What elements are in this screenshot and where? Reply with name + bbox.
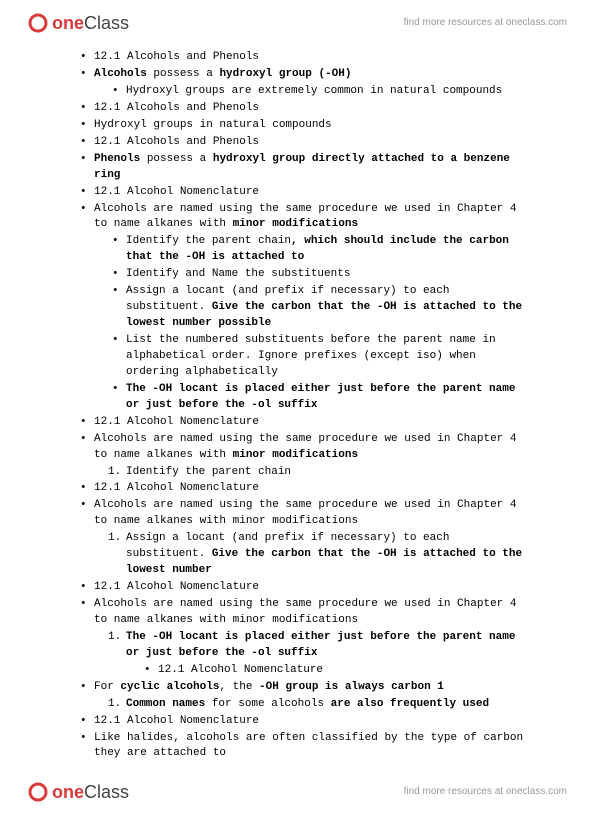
text-run: cyclic alcohols <box>120 681 219 693</box>
logo-icon <box>28 13 48 33</box>
text-run: Common names <box>126 698 205 710</box>
text-run: 12.1 Alcohols and Phenols <box>94 51 259 63</box>
bullet-item: For cyclic alcohols, the -OH group is al… <box>94 680 535 696</box>
text-run: Alcohols are named using the same proced… <box>94 499 516 527</box>
numbered-item: Identify the parent chain <box>126 465 535 481</box>
text-run: Identify the parent chain <box>126 466 291 478</box>
logo-text-1-bottom: one <box>52 779 84 805</box>
bottom-bar: oneClass find more resources at oneclass… <box>0 773 595 815</box>
text-run: 12.1 Alcohol Nomenclature <box>94 715 259 727</box>
text-run: Alcohols are named using the same proced… <box>94 598 516 626</box>
text-run: Identify the parent chain <box>126 235 291 247</box>
bullet-item: Alcohols are named using the same proced… <box>94 498 535 530</box>
bullet-item: Identify the parent chain, which should … <box>126 234 535 266</box>
top-tagline: find more resources at oneclass.com <box>404 16 567 31</box>
text-run: Alcohols <box>94 68 147 80</box>
bullet-item: 12.1 Alcohol Nomenclature <box>94 580 535 596</box>
text-run: 12.1 Alcohol Nomenclature <box>94 416 259 428</box>
text-run: hydroxyl group (-OH) <box>219 68 351 80</box>
bullet-item: Phenols possess a hydroxyl group directl… <box>94 152 535 184</box>
logo-text-1: one <box>52 10 84 36</box>
bullet-item: Assign a locant (and prefix if necessary… <box>126 284 535 332</box>
text-run: The -OH locant is placed either just bef… <box>126 631 515 659</box>
text-run: for some alcohols <box>205 698 330 710</box>
logo-text-2: Class <box>84 10 129 36</box>
bullet-item: Alcohols are named using the same proced… <box>94 202 535 234</box>
numbered-item: Common names for some alcohols are also … <box>126 697 535 713</box>
text-run: List the numbered substituents before th… <box>126 334 496 378</box>
text-run: , the <box>219 681 259 693</box>
logo-icon-bottom <box>28 782 48 802</box>
text-run: 12.1 Alcohol Nomenclature <box>94 581 259 593</box>
bullet-item: List the numbered substituents before th… <box>126 333 535 381</box>
bullet-item: 12.1 Alcohol Nomenclature <box>158 663 535 679</box>
outline-list: 12.1 Alcohols and Phenols Alcohols posses… <box>60 50 535 762</box>
text-run: Like halides, alcohols are often classif… <box>94 732 523 760</box>
bullet-item: Identify and Name the substituents <box>126 267 535 283</box>
text-run: 12.1 Alcohols and Phenols <box>94 136 259 148</box>
text-run: minor modifications <box>233 449 358 461</box>
text-run: 12.1 Alcohol Nomenclature <box>94 482 259 494</box>
bullet-item: 12.1 Alcohol Nomenclature <box>94 185 535 201</box>
bullet-item: 12.1 Alcohols and Phenols <box>94 50 535 66</box>
text-run: 12.1 Alcohol Nomenclature <box>158 664 323 676</box>
text-run: For <box>94 681 120 693</box>
text-run: possess a <box>140 153 213 165</box>
text-run: minor modifications <box>233 218 358 230</box>
top-bar: oneClass find more resources at oneclass… <box>0 0 595 40</box>
text-run: Hydroxyl groups are extremely common in … <box>126 85 502 97</box>
bullet-item: Alcohols are named using the same proced… <box>94 432 535 464</box>
numbered-item: Assign a locant (and prefix if necessary… <box>126 531 535 579</box>
bullet-item: The -OH locant is placed either just bef… <box>126 382 535 414</box>
bullet-item: 12.1 Alcohols and Phenols <box>94 135 535 151</box>
bottom-tagline: find more resources at oneclass.com <box>404 785 567 800</box>
text-run: The -OH locant is placed either just bef… <box>126 383 515 411</box>
bullet-item: 12.1 Alcohol Nomenclature <box>94 415 535 431</box>
bullet-item: 12.1 Alcohol Nomenclature <box>94 714 535 730</box>
text-run: Hydroxyl groups in natural compounds <box>94 119 332 131</box>
bullet-item: Alcohols are named using the same proced… <box>94 597 535 629</box>
bullet-item: Alcohols possess a hydroxyl group (-OH) <box>94 67 535 83</box>
logo-bottom: oneClass <box>28 779 129 805</box>
bullet-item: 12.1 Alcohol Nomenclature <box>94 481 535 497</box>
bullet-item: Like halides, alcohols are often classif… <box>94 731 535 763</box>
bullet-item: Hydroxyl groups are extremely common in … <box>126 84 535 100</box>
text-run: 12.1 Alcohol Nomenclature <box>94 186 259 198</box>
logo: oneClass <box>28 10 129 36</box>
text-run: possess a <box>147 68 220 80</box>
text-run: Identify and Name the substituents <box>126 268 350 280</box>
text-run: 12.1 Alcohols and Phenols <box>94 102 259 114</box>
bullet-item: 12.1 Alcohols and Phenols <box>94 101 535 117</box>
document-content: 12.1 Alcohols and Phenols Alcohols posses… <box>0 40 595 773</box>
text-run: are also frequently used <box>331 698 489 710</box>
bullet-item: Hydroxyl groups in natural compounds <box>94 118 535 134</box>
text-run: -OH group is always carbon 1 <box>259 681 444 693</box>
numbered-item: The -OH locant is placed either just bef… <box>126 630 535 662</box>
text-run: Phenols <box>94 153 140 165</box>
logo-text-2-bottom: Class <box>84 779 129 805</box>
